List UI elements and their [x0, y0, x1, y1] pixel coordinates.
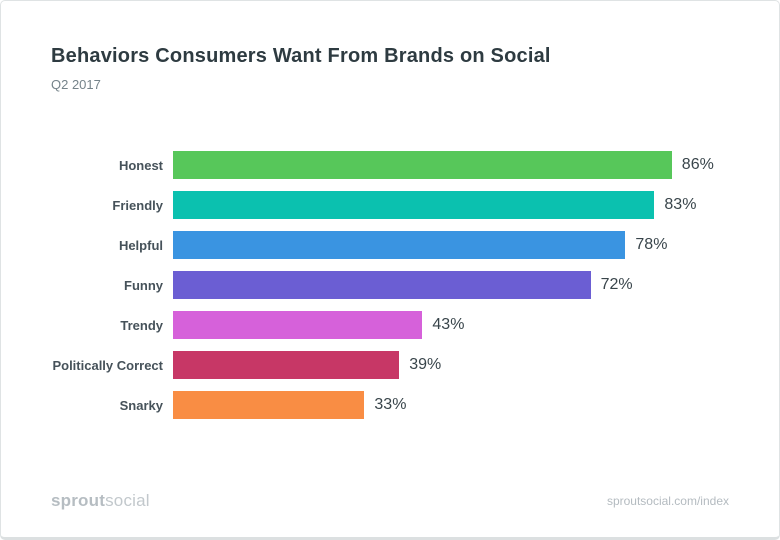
- bar-category-label: Honest: [118, 157, 163, 173]
- bar: [173, 231, 626, 259]
- chart-row: Friendly 83%: [31, 191, 753, 219]
- chart-row: Funny 72%: [31, 271, 753, 299]
- bar-track: 43%: [173, 311, 753, 339]
- bar-category-label: Helpful: [118, 237, 163, 253]
- bar-category-label: Funny: [124, 277, 163, 293]
- chart-row: Snarky 33%: [31, 391, 753, 419]
- bar-value-label: 39%: [409, 356, 442, 373]
- chart-row: Trendy 43%: [31, 311, 753, 339]
- source-url: sproutsocial.com/index: [606, 494, 729, 508]
- bar-track: 86%: [173, 151, 753, 179]
- bar-track: 78%: [173, 231, 753, 259]
- bar-category-label: Friendly: [112, 197, 163, 213]
- bar-value-label: 33%: [374, 396, 407, 413]
- bar: [173, 271, 591, 299]
- chart-title: Behaviors Consumers Want From Brands on …: [51, 45, 551, 67]
- chart-row: Politically Correct 39%: [31, 351, 753, 379]
- bar: [173, 151, 672, 179]
- bar: [173, 311, 423, 339]
- bar-track: 72%: [173, 271, 753, 299]
- bar-category-label: Trendy: [120, 317, 163, 333]
- bar-track: 39%: [173, 351, 753, 379]
- footer: sproutsocial sproutsocial.com/index: [51, 491, 729, 511]
- chart-row: Honest 86%: [31, 151, 753, 179]
- logo-text-light: social: [105, 491, 150, 510]
- sproutsocial-logo: sproutsocial: [51, 491, 150, 511]
- bar: [173, 191, 655, 219]
- bar-value-label: 78%: [635, 236, 668, 253]
- chart-header: Behaviors Consumers Want From Brands on …: [51, 45, 551, 92]
- bar: [173, 351, 400, 379]
- bar-chart: Honest 86% Friendly 83% Helpful 78% Funny 72% Tr…: [31, 151, 753, 431]
- logo-text-bold: sprout: [51, 491, 106, 510]
- bar-value-label: 86%: [681, 156, 714, 173]
- chart-row: Helpful 78%: [31, 231, 753, 259]
- bar-value-label: 72%: [600, 276, 633, 293]
- bar-category-label: Snarky: [119, 397, 163, 413]
- bar: [173, 391, 365, 419]
- bar-value-label: 43%: [432, 316, 465, 333]
- bar-track: 83%: [173, 191, 753, 219]
- bar-track: 33%: [173, 391, 753, 419]
- bar-category-label: Politically Correct: [52, 357, 163, 373]
- chart-subtitle: Q2 2017: [51, 77, 101, 92]
- bar-value-label: 83%: [664, 196, 697, 213]
